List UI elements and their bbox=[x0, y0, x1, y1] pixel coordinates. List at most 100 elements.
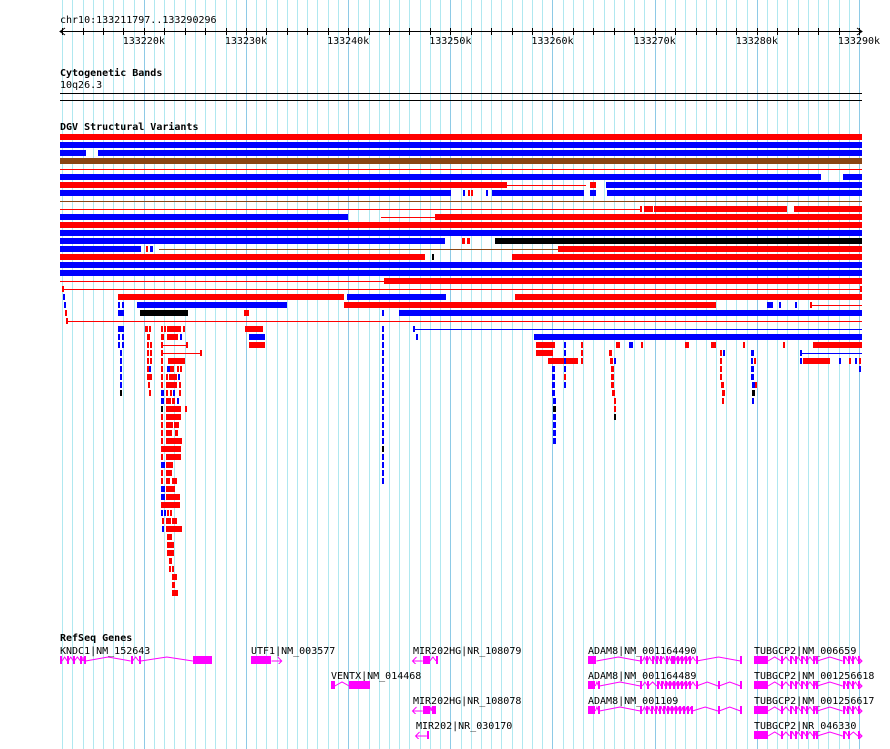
sv-feature bbox=[122, 302, 124, 308]
gene-model bbox=[411, 706, 436, 714]
exon-block bbox=[436, 656, 438, 664]
exon-block bbox=[781, 706, 783, 714]
sv-feature bbox=[185, 406, 187, 412]
sv-feature bbox=[63, 294, 65, 300]
gene-feature[interactable]: TUBGCP2|NR_046330 bbox=[0, 715, 890, 739]
exon-block bbox=[683, 706, 685, 714]
gene-feature[interactable]: TUBGCP2|NM_001256618 bbox=[0, 665, 890, 689]
strand-arrow-icon bbox=[411, 706, 417, 714]
sv-feature bbox=[146, 246, 148, 252]
sv-feature bbox=[145, 326, 148, 332]
ruler-tick-label: 133250k bbox=[429, 36, 471, 47]
sv-feature bbox=[177, 398, 179, 404]
sv-feature bbox=[166, 518, 171, 524]
sv-feature bbox=[147, 350, 149, 356]
gene-model bbox=[588, 705, 742, 714]
exon-block bbox=[427, 731, 429, 739]
sv-feature bbox=[161, 446, 167, 452]
sv-feature bbox=[65, 310, 67, 316]
sv-feature bbox=[839, 358, 841, 364]
gene-feature[interactable]: ADAM8|NM_001164490 bbox=[0, 640, 890, 664]
intron-line bbox=[67, 656, 74, 662]
sv-feature bbox=[382, 374, 384, 380]
sv-feature bbox=[149, 366, 151, 372]
exon-block bbox=[858, 656, 860, 664]
intron-line bbox=[140, 656, 193, 662]
intron-line bbox=[429, 706, 433, 712]
sv-feature bbox=[614, 414, 616, 420]
exon-block bbox=[852, 706, 854, 714]
gene-label: KNDC1|NM_152643 bbox=[60, 646, 151, 657]
sv-feature bbox=[167, 510, 169, 516]
intron-line bbox=[594, 705, 599, 712]
sv-feature bbox=[161, 422, 163, 428]
sv-feature bbox=[720, 366, 722, 372]
sv-feature bbox=[382, 310, 384, 316]
sv-feature bbox=[60, 238, 445, 244]
sv-feature bbox=[118, 310, 124, 316]
gene-feature[interactable]: MIR202HG|NR_108078 bbox=[0, 690, 890, 714]
exon-block bbox=[640, 706, 642, 714]
sv-feature bbox=[536, 350, 553, 356]
gene-model bbox=[251, 656, 283, 664]
gene-label: VENTX|NM_014468 bbox=[331, 671, 422, 682]
sv-feature bbox=[161, 478, 163, 484]
sv-feature bbox=[382, 358, 384, 364]
gene-feature[interactable]: UTF1|NM_003577 bbox=[0, 640, 890, 664]
gene-feature[interactable]: ADAM8|NM_001109 bbox=[0, 690, 890, 714]
dgv-track-title[interactable]: DGV Structural Variants bbox=[60, 122, 199, 133]
refseq-track-title[interactable]: RefSeq Genes bbox=[60, 633, 133, 644]
sv-feature bbox=[161, 358, 163, 364]
exon-block bbox=[671, 706, 673, 714]
gene-feature[interactable]: ADAM8|NM_001164489 bbox=[0, 665, 890, 689]
gene-feature[interactable]: TUBGCP2|NM_006659 bbox=[0, 640, 890, 664]
sv-feature bbox=[172, 582, 175, 588]
intron-line bbox=[73, 656, 81, 662]
gene-feature[interactable]: TUBGCP2|NM_001256617 bbox=[0, 690, 890, 714]
sv-feature bbox=[170, 390, 172, 396]
sv-feature bbox=[172, 566, 174, 572]
sv-feature bbox=[60, 222, 862, 228]
exon-block bbox=[781, 681, 783, 689]
sv-feature bbox=[767, 302, 773, 308]
sv-feature bbox=[843, 174, 862, 180]
sv-feature bbox=[161, 398, 164, 404]
gene-feature[interactable]: MIR202|NR_030170 bbox=[0, 715, 890, 739]
exon-block bbox=[685, 656, 687, 664]
sv-feature bbox=[177, 366, 179, 372]
sv-feature bbox=[751, 358, 753, 364]
sv-feature bbox=[161, 486, 165, 492]
sv-feature bbox=[161, 494, 165, 500]
sv-feature bbox=[174, 422, 179, 428]
sv-feature bbox=[685, 342, 689, 348]
sv-feature bbox=[564, 374, 566, 380]
sv-feature bbox=[462, 238, 465, 244]
sv-feature bbox=[166, 406, 181, 412]
exon-block bbox=[652, 656, 654, 664]
sv-feature bbox=[175, 430, 178, 436]
sv-feature bbox=[161, 454, 163, 460]
sv-feature bbox=[751, 374, 754, 380]
sv-feature bbox=[183, 326, 185, 332]
exon-block bbox=[349, 681, 370, 689]
intron-line bbox=[692, 706, 719, 712]
gene-feature[interactable]: KNDC1|NM_152643 bbox=[0, 640, 890, 664]
sv-feature bbox=[614, 398, 616, 404]
intron-line bbox=[816, 681, 843, 687]
ruler[interactable]: 133220k 133230k 133240k 133250k 133260k 13327… bbox=[0, 0, 890, 60]
sv-feature bbox=[120, 350, 122, 356]
gene-feature[interactable]: VENTX|NM_014468 bbox=[0, 665, 890, 689]
sv-feature bbox=[118, 334, 120, 340]
exon-block bbox=[646, 656, 648, 664]
dgv-track[interactable] bbox=[0, 130, 890, 610]
sv-feature bbox=[413, 326, 415, 332]
sv-feature bbox=[173, 390, 175, 396]
gene-label: UTF1|NM_003577 bbox=[251, 646, 336, 657]
gene-feature[interactable]: MIR202HG|NR_108079 bbox=[0, 640, 890, 664]
gene-model bbox=[588, 655, 742, 664]
sv-feature bbox=[60, 230, 862, 236]
sv-feature bbox=[629, 342, 633, 348]
cyto-track-title[interactable]: Cytogenetic Bands bbox=[60, 68, 163, 79]
sv-feature bbox=[536, 342, 555, 348]
sv-feature bbox=[161, 502, 180, 508]
